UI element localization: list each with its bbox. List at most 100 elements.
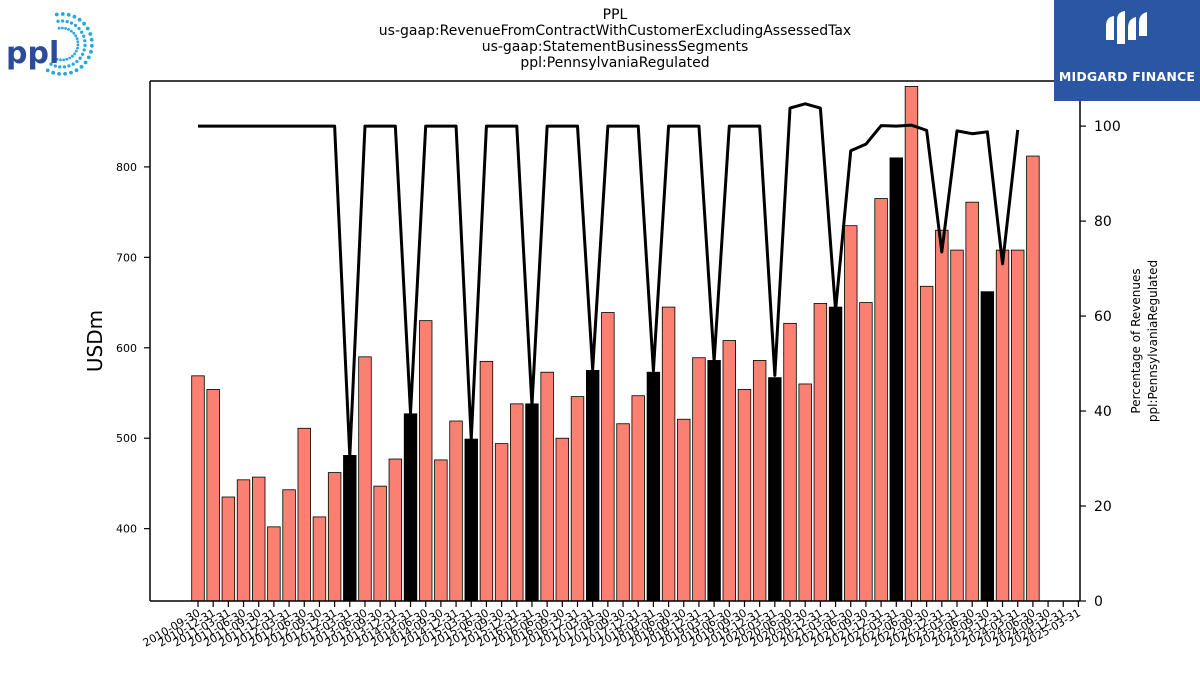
sunburst-dot xyxy=(54,12,59,17)
bar xyxy=(692,357,706,602)
bar xyxy=(935,229,949,602)
bar xyxy=(828,306,843,602)
bar xyxy=(737,388,752,602)
sunburst-dot xyxy=(90,43,94,48)
bar xyxy=(570,396,585,602)
sunburst-dot xyxy=(75,37,79,41)
sunburst-dot xyxy=(67,28,70,31)
sunburst-dot xyxy=(82,21,86,26)
bar xyxy=(403,413,418,602)
bar xyxy=(677,418,691,602)
sunburst-dot xyxy=(74,68,79,73)
bar xyxy=(722,340,737,602)
bar xyxy=(601,312,615,602)
sunburst-dot xyxy=(79,64,84,69)
sunburst-dot xyxy=(74,34,78,38)
sunburst-dot xyxy=(68,56,72,60)
bar xyxy=(434,459,448,602)
right-y-tick-label: 20 xyxy=(1094,499,1112,515)
sunburst-dot xyxy=(82,34,86,38)
sunburst-dot xyxy=(82,48,86,52)
sunburst-dot xyxy=(62,58,66,62)
sunburst-dot xyxy=(53,64,57,68)
bar xyxy=(707,360,721,602)
right-y-tick-label: 100 xyxy=(1094,119,1121,135)
bar xyxy=(1026,155,1040,602)
sunburst-dot xyxy=(67,64,71,68)
sunburst-dot xyxy=(53,56,56,60)
ppl-logo: ppl xyxy=(4,6,100,76)
ppl-logo-text: ppl xyxy=(6,36,59,71)
right-y-axis-label-line-2: ppl:PennsylvaniaRegulated xyxy=(1146,260,1160,422)
bar xyxy=(555,437,570,602)
sunburst-dot xyxy=(45,68,50,73)
sunburst-dot xyxy=(80,52,85,56)
sunburst-dot xyxy=(76,43,80,47)
bar xyxy=(616,423,630,602)
bar xyxy=(479,360,494,602)
bars-layer xyxy=(191,86,1040,602)
series-line-percentage xyxy=(198,102,1020,458)
bar xyxy=(449,420,463,602)
bar xyxy=(510,403,524,602)
right-y-tick-label: 60 xyxy=(1094,309,1112,325)
bar xyxy=(889,157,903,602)
sunburst-dot xyxy=(56,19,60,23)
sunburst-dot xyxy=(49,62,53,66)
sunburst-dot xyxy=(89,37,94,42)
bar xyxy=(1011,249,1025,602)
ppl-sunburst-icon: ppl xyxy=(6,12,94,76)
bar xyxy=(844,225,858,602)
bar xyxy=(236,479,251,602)
bar xyxy=(904,86,919,602)
bar xyxy=(525,403,539,602)
bar xyxy=(494,443,509,602)
sunburst-dot xyxy=(75,59,79,64)
sunburst-dot xyxy=(74,49,78,53)
sunburst-dot xyxy=(83,60,88,65)
bar xyxy=(646,371,661,602)
bar xyxy=(965,201,979,602)
sunburst-dot xyxy=(60,12,65,16)
sunburst-rays xyxy=(45,12,94,76)
bar xyxy=(950,249,964,602)
bar xyxy=(813,303,828,602)
midgard-finance-icon xyxy=(1106,11,1147,44)
sunburst-dot xyxy=(76,40,80,44)
bar xyxy=(874,198,888,602)
sunburst-dot xyxy=(83,39,87,43)
midgard-finance-logo: MIDGARD FINANCE xyxy=(1054,0,1200,101)
left-y-tick-label: 600 xyxy=(116,342,137,355)
left-y-tick-label: 500 xyxy=(116,432,137,445)
sunburst-dot xyxy=(70,29,73,33)
bar xyxy=(373,485,387,602)
sunburst-dot xyxy=(57,26,61,30)
left-y-tick-label: 700 xyxy=(116,251,137,264)
sunburst-dot xyxy=(51,70,56,75)
midgard-finance-logo-text: MIDGARD FINANCE xyxy=(1058,69,1196,84)
bar xyxy=(752,360,767,602)
bar xyxy=(540,371,554,602)
sunburst-dot xyxy=(69,21,74,25)
left-y-tick-label: 800 xyxy=(116,161,137,174)
sunburst-dot xyxy=(83,43,87,48)
chart-title-line-2: us-gaap:RevenueFromContractWithCustomerE… xyxy=(378,23,852,39)
bar xyxy=(343,454,357,602)
sunburst-dot xyxy=(72,31,76,35)
bar xyxy=(221,496,236,602)
right-y-axis-label-line-1: Percentage of Revenues xyxy=(1129,268,1143,413)
bar xyxy=(919,285,934,602)
bar xyxy=(418,320,433,602)
bar xyxy=(388,458,403,602)
left-y-tick-label: 400 xyxy=(116,523,137,536)
bar xyxy=(267,526,281,602)
chart-title-line-4: ppl:PennsylvaniaRegulated xyxy=(520,55,710,71)
bar xyxy=(282,489,296,602)
sunburst-dot xyxy=(85,26,90,31)
sunburst-dot xyxy=(86,55,91,60)
sunburst-dot xyxy=(73,23,78,28)
bar xyxy=(661,306,676,602)
sunburst-dot xyxy=(62,65,67,69)
